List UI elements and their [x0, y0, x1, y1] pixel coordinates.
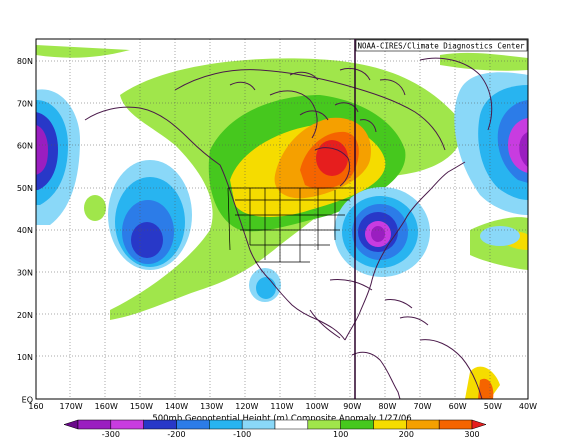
colorbar-tick-label: 100: [333, 430, 348, 437]
colorbar-swatch: [241, 419, 276, 430]
colorbar: [63, 419, 487, 430]
lon-label: 90W: [343, 402, 361, 411]
lon-label: 40W: [519, 402, 537, 411]
lon-label: 130W: [200, 402, 223, 411]
colorbar-swatch: [373, 419, 407, 430]
colorbar-swatch: [438, 419, 473, 430]
plot-border: [35, 38, 529, 400]
lon-label: 80W: [378, 402, 396, 411]
coastlines: [84, 57, 493, 399]
colorbar-swatch: [77, 419, 112, 430]
colorbar-swatch: [274, 419, 309, 430]
colorbar-tick-label: -100: [233, 430, 251, 437]
lon-label: 120W: [235, 402, 258, 411]
colorbar-swatch: [110, 419, 144, 430]
anomaly-field: [36, 39, 528, 399]
colorbar-labels: -300 -200 -100 100 200 300: [102, 430, 480, 437]
lat-label: 10N: [17, 353, 33, 362]
lat-label: 80N: [17, 57, 33, 66]
lat-label: 70N: [17, 99, 33, 108]
grid-lines: [36, 39, 528, 399]
colorbar-swatch: [176, 419, 210, 430]
colorbar-swatch: [143, 419, 177, 430]
latitude-labels: 80N 70N 60N 50N 40N 30N 20N 10N EQ: [17, 57, 33, 404]
colorbar-swatch: [307, 419, 341, 430]
colorbar-tick-label: -200: [167, 430, 185, 437]
lon-label: 170W: [60, 402, 83, 411]
lon-label: 150W: [130, 402, 153, 411]
colorbar-swatch: [63, 419, 79, 430]
colorbar-tick-label: 300: [464, 430, 479, 437]
colorbar-swatch: [340, 419, 374, 430]
map-caption: 500mb Geopotential Height (m) Composite …: [152, 414, 411, 424]
lat-label: 30N: [17, 269, 33, 278]
lat-label: 50N: [17, 184, 33, 193]
colorbar-tick-label: -300: [102, 430, 120, 437]
state-boundaries: [227, 187, 355, 263]
lon-label: 60W: [449, 402, 467, 411]
colorbar-swatch: [406, 419, 440, 430]
colorbar-swatch: [209, 419, 243, 430]
lat-label: 40N: [17, 226, 33, 235]
lon-label: 140W: [165, 402, 188, 411]
credit-box: [355, 39, 528, 52]
lon-label: 110W: [270, 402, 293, 411]
lat-label: EQ: [22, 395, 33, 404]
lon-label: 160W: [95, 402, 118, 411]
lon-label: 160: [28, 402, 43, 411]
lat-label: 60N: [17, 142, 33, 151]
colorbar-tick-label: 200: [399, 430, 414, 437]
lon-label: 50W: [484, 402, 502, 411]
colorbar-swatch: [471, 419, 487, 430]
lon-label: 100W: [306, 402, 329, 411]
lon-label: 70W: [413, 402, 431, 411]
credit-text: NOAA-CIRES/Climate Diagnostics Center: [357, 42, 525, 51]
longitude-labels: 160 170W 160W 150W 140W 130W 120W 110W 100W 90W 80…: [28, 402, 537, 411]
lat-label: 20N: [17, 311, 33, 320]
